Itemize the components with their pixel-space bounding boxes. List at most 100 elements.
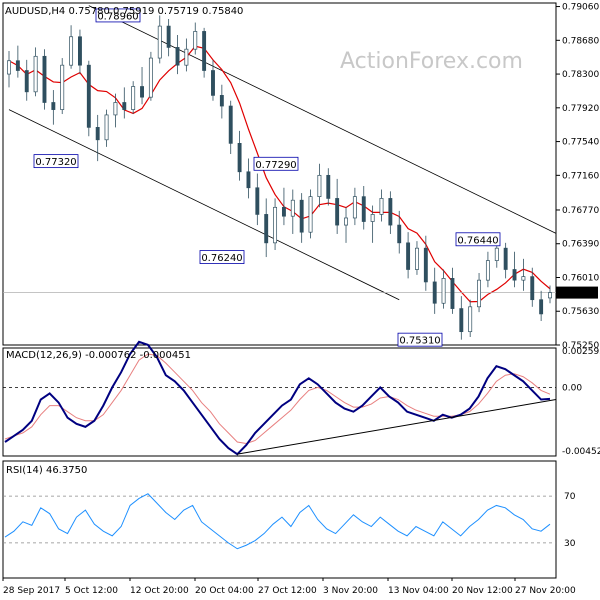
candle xyxy=(459,308,464,333)
upper-channel-line xyxy=(88,5,557,234)
time-axis: 28 Sep 2017 5 Oct 12:00 12 Oct 20:00 20 Oct… xyxy=(2,578,576,596)
price-tick-label: 0.75630 xyxy=(562,307,599,317)
candle xyxy=(166,25,171,48)
candle xyxy=(485,260,490,281)
price-tick-label: 0.77160 xyxy=(562,171,599,181)
annotation-box xyxy=(253,156,299,171)
price-tick-label: 0.75250 xyxy=(562,341,599,351)
price-tick-label: 0.77920 xyxy=(562,104,599,114)
annotation-label: 0.78960 xyxy=(97,11,138,22)
macd-signal-line xyxy=(4,353,551,445)
annotation-label: 0.76440 xyxy=(457,235,498,246)
time-tick-label: 28 Sep 2017 xyxy=(3,586,60,596)
price-panel: 0.79060 0.78680 0.78300 0.77920 0.77540 0.771… xyxy=(2,2,599,351)
candle xyxy=(237,143,242,173)
price-tick-label: 0.78300 xyxy=(562,70,599,80)
candle xyxy=(415,247,419,270)
annotation-box xyxy=(199,250,245,264)
candle xyxy=(326,174,331,199)
candle xyxy=(370,214,375,222)
macd-tick-label: 0.002595 xyxy=(562,347,600,357)
candle xyxy=(255,187,260,215)
macd-trendline xyxy=(237,399,557,455)
annotation-box xyxy=(33,154,79,169)
time-tick-label: 27 Nov 20:00 xyxy=(515,586,576,596)
price-tick-label: 0.76770 xyxy=(562,206,599,216)
candle xyxy=(228,105,233,144)
lower-channel-line xyxy=(8,109,400,301)
candle xyxy=(273,206,278,244)
candle xyxy=(388,198,393,226)
candle xyxy=(131,86,136,110)
candle xyxy=(539,299,544,315)
candle xyxy=(219,95,224,107)
candle xyxy=(299,199,304,233)
candle xyxy=(175,47,180,66)
candle xyxy=(548,292,552,299)
price-tick-label: 0.76390 xyxy=(562,240,599,250)
annotation-label: 0.75310 xyxy=(399,336,440,347)
rsi-title: RSI(14) 46.3750 xyxy=(6,465,87,476)
time-tick-label: 20 Nov 12:00 xyxy=(452,586,513,596)
annotation-box xyxy=(397,332,443,347)
candle xyxy=(33,55,38,93)
rsi-line xyxy=(4,493,551,550)
candle xyxy=(344,217,348,226)
candle xyxy=(42,55,47,103)
price-tick-label: 0.79060 xyxy=(562,3,599,13)
candle xyxy=(69,36,74,66)
macd-frame xyxy=(2,347,557,457)
time-tick-label: 27 Oct 12:00 xyxy=(258,586,317,596)
candle xyxy=(494,247,499,261)
candle xyxy=(202,31,207,71)
price-frame xyxy=(2,2,557,346)
candle xyxy=(521,276,526,281)
time-tick-label: 13 Nov 04:00 xyxy=(388,586,449,596)
candle xyxy=(193,31,198,50)
macd-tick-label: -0.004522 xyxy=(562,447,600,457)
candle xyxy=(503,247,508,270)
current-price-label: 0.75840 xyxy=(559,290,596,300)
moving-average-line xyxy=(8,45,551,303)
candle xyxy=(423,247,428,283)
candle xyxy=(78,36,82,66)
annotation-label: 0.77290 xyxy=(255,160,296,171)
rsi-tick-label: 30 xyxy=(564,539,576,549)
annotation-box xyxy=(95,8,141,23)
candle xyxy=(317,174,322,198)
macd-tick-label: 0.00 xyxy=(562,383,582,393)
annotation-label: 0.77320 xyxy=(35,157,76,168)
rsi-panel: 70 30 xyxy=(2,460,576,579)
candle xyxy=(148,57,153,98)
candle xyxy=(246,171,251,189)
macd-line xyxy=(4,340,551,456)
macd-panel: 0.002595 0.00 -0.004522 xyxy=(2,340,600,457)
candle xyxy=(397,224,402,244)
candle xyxy=(211,70,215,96)
candle xyxy=(441,278,446,304)
candle xyxy=(122,102,127,110)
candle xyxy=(86,64,91,128)
candle xyxy=(184,48,189,66)
candle xyxy=(406,242,411,270)
time-tick-label: 3 Nov 20:00 xyxy=(323,586,378,596)
time-tick-label: 5 Oct 12:00 xyxy=(65,586,118,596)
candle xyxy=(335,198,340,226)
candle xyxy=(104,114,109,141)
price-tick-label: 0.76010 xyxy=(562,273,599,283)
candle xyxy=(432,281,437,304)
candle xyxy=(15,60,20,71)
candle xyxy=(113,102,118,116)
candle xyxy=(157,25,162,59)
price-tick-label: 0.78680 xyxy=(562,36,599,46)
candle xyxy=(140,86,144,98)
candle xyxy=(512,269,517,281)
candle xyxy=(361,196,366,222)
watermark: ActionForex.com xyxy=(340,49,523,74)
candle xyxy=(264,214,269,244)
macd-title: MACD(12,26,9) -0.000762 -0.000451 xyxy=(6,350,191,361)
time-tick-label: 20 Oct 04:00 xyxy=(195,586,254,596)
time-tick-label: 12 Oct 20:00 xyxy=(130,586,189,596)
price-tick-label: 0.77540 xyxy=(562,138,599,148)
